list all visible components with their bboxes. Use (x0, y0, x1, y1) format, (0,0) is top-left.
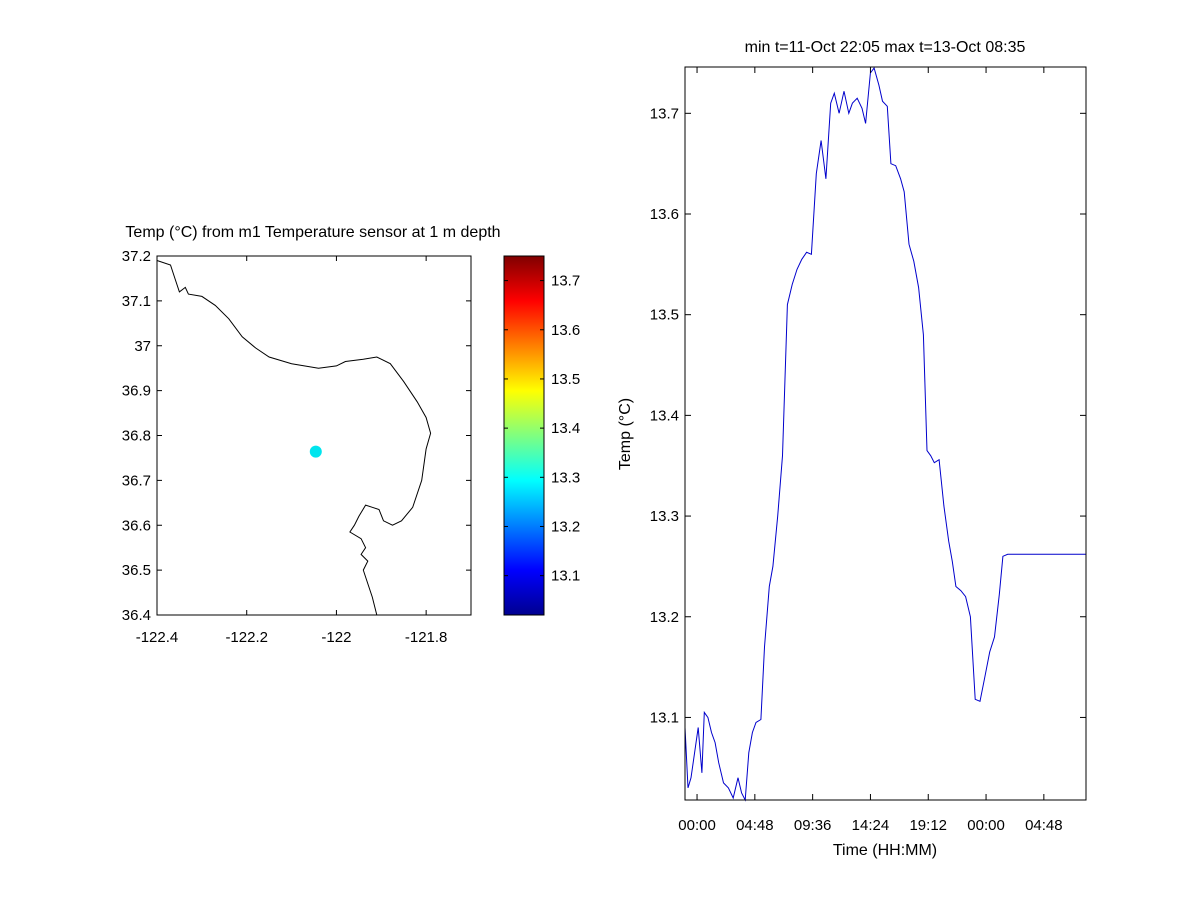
map-x-tick-label: -121.8 (405, 629, 448, 646)
timeseries-y-tick-label: 13.1 (650, 709, 679, 726)
timeseries-y-tick-label: 13.6 (650, 206, 679, 223)
timeseries-y-tick-label: 13.2 (650, 609, 679, 626)
timeseries-plot-area: 00:00 04:48 09:36 14:24 19:12 00:00 04:48 13.1 1… (650, 66, 1086, 834)
temperature-series-line (684, 66, 1086, 802)
colorbar-gradient (503, 255, 545, 616)
timeseries-y-tick-label: 13.5 (650, 307, 679, 324)
map-title: Temp (°C) from m1 Temperature sensor at … (125, 224, 500, 241)
map-panel: Temp (°C) from m1 Temperature sensor at … (122, 224, 501, 646)
map-y-tick-label: 36.8 (122, 428, 151, 445)
map-y-tick-label: 36.5 (122, 562, 151, 579)
colorbar-tick-label: 13.4 (551, 420, 580, 437)
map-axes-box (156, 255, 472, 616)
map-y-tick-label: 36.4 (122, 607, 151, 624)
colorbar-tick-label: 13.2 (551, 518, 580, 535)
timeseries-x-tick-label: 19:12 (909, 817, 947, 834)
timeseries-panel: min t=11-Oct 22:05 max t=13-Oct 08:35 00… (617, 39, 1087, 859)
map-x-tick-label: -122 (321, 629, 351, 646)
colorbar-tick-label: 13.5 (551, 371, 580, 388)
map-y-tick-label: 36.7 (122, 472, 151, 489)
map-y-tick-label: 37.2 (122, 248, 151, 265)
timeseries-x-tick-label: 09:36 (794, 817, 832, 834)
timeseries-y-tick-label: 13.3 (650, 508, 679, 525)
map-y-tick-label: 37 (134, 338, 151, 355)
map-y-tick-label: 37.1 (122, 293, 151, 310)
colorbar-ticks: 13.1 13.2 13.3 13.4 13.5 13.6 13.7 (504, 273, 580, 585)
timeseries-x-tick-label: 00:00 (678, 817, 716, 834)
map-x-tick-label: -122.2 (225, 629, 268, 646)
timeseries-x-tick-label: 14:24 (852, 817, 890, 834)
timeseries-y-tick-label: 13.4 (650, 407, 679, 424)
colorbar: 13.1 13.2 13.3 13.4 13.5 13.6 13.7 (503, 255, 580, 616)
colorbar-tick-label: 13.1 (551, 568, 580, 585)
map-x-tick-label: -122.4 (136, 629, 179, 646)
timeseries-title: min t=11-Oct 22:05 max t=13-Oct 08:35 (745, 39, 1026, 56)
colorbar-tick-label: 13.7 (551, 273, 580, 290)
map-y-tick-label: 36.6 (122, 517, 151, 534)
colorbar-tick-label: 13.6 (551, 322, 580, 339)
sensor-point (309, 445, 322, 458)
timeseries-x-tick-label: 00:00 (967, 817, 1005, 834)
timeseries-y-tick-label: 13.7 (650, 105, 679, 122)
timeseries-x-tick-label: 04:48 (736, 817, 774, 834)
timeseries-x-axis-label: Time (HH:MM) (833, 842, 937, 859)
map-y-tick-label: 36.9 (122, 383, 151, 400)
colorbar-tick-label: 13.3 (551, 469, 580, 486)
timeseries-axes-box (684, 66, 1087, 801)
map-plot-area: -122.4 -122.2 -122 -121.8 36.4 36.5 36.6 36.7 36… (122, 248, 471, 646)
timeseries-x-tick-label: 04:48 (1025, 817, 1063, 834)
coastline (156, 260, 432, 616)
timeseries-y-axis-label: Temp (°C) (617, 398, 634, 470)
